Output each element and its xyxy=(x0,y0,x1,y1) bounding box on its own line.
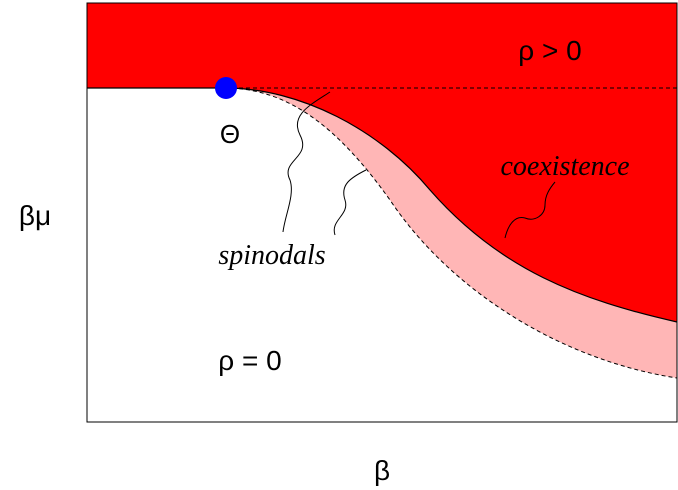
coexistence-pointer xyxy=(504,181,556,239)
upper-phase-label: ρ > 0 xyxy=(518,35,581,66)
lower-spinodal xyxy=(224,87,678,379)
spinodal-pointer xyxy=(282,91,331,233)
spinodal-pointer xyxy=(333,169,367,236)
lower-phase-label: ρ = 0 xyxy=(218,345,281,376)
y-axis-label: βμ xyxy=(19,200,51,231)
plot-frame xyxy=(86,2,678,423)
theta-point xyxy=(215,77,237,99)
metastable-region xyxy=(225,88,677,378)
coexistence-label: coexistence xyxy=(500,151,629,182)
theta-label: Θ xyxy=(220,119,240,149)
coexistence-line xyxy=(87,87,678,323)
x-axis-label: β xyxy=(374,455,390,486)
spinodals-label: spinodals xyxy=(218,240,325,271)
